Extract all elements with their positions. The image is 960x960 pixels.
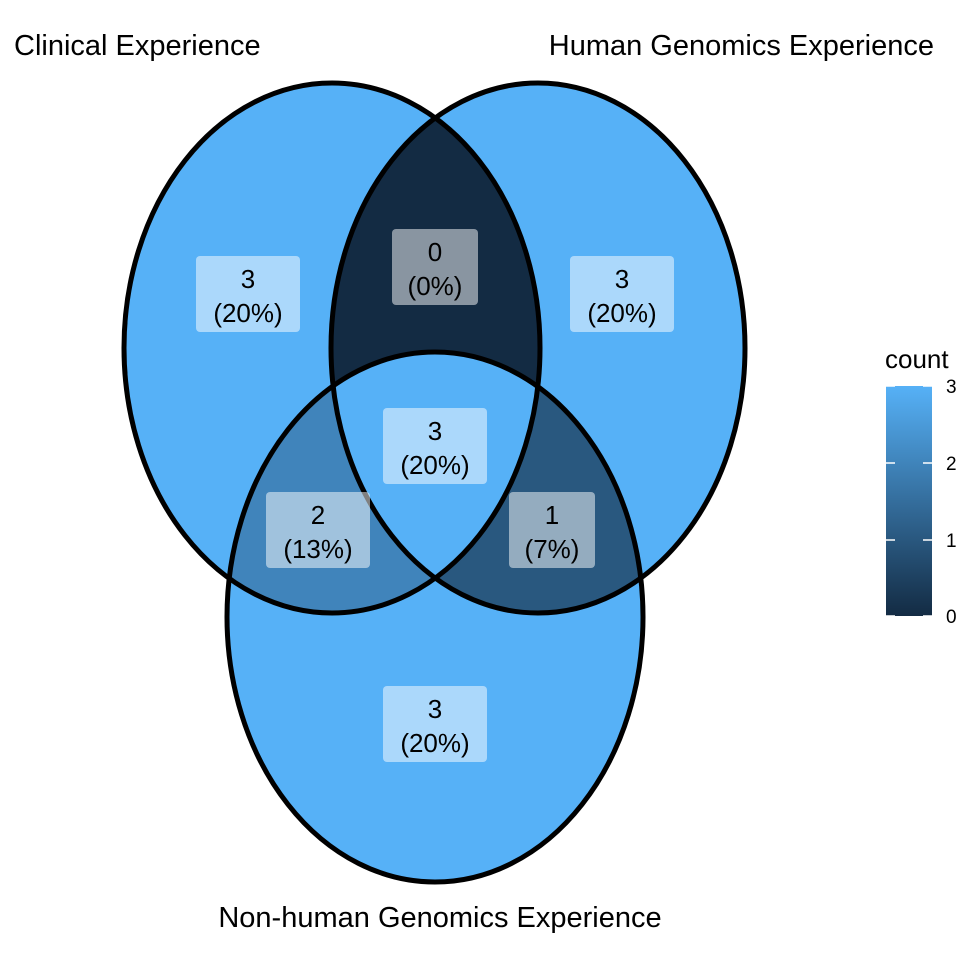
- region-percent: (20%): [213, 298, 282, 328]
- region-percent: (20%): [587, 298, 656, 328]
- legend-tick-0: 0: [946, 607, 957, 628]
- region-count: 3: [615, 264, 629, 294]
- region-label-clinical-human: 0 (0%): [392, 229, 478, 305]
- legend-tick-2: 2: [946, 454, 957, 475]
- region-label-clinical-nonhuman: 2 (13%): [266, 492, 370, 568]
- region-count: 3: [428, 416, 442, 446]
- legend-title: count: [885, 344, 949, 374]
- legend-tick-1: 1: [946, 531, 957, 552]
- region-label-clinical-only: 3 (20%): [196, 256, 300, 332]
- set-label-nonhuman: Non-human Genomics Experience: [218, 902, 661, 934]
- human-circle-outline: [328, 80, 748, 616]
- region-count: 3: [428, 694, 442, 724]
- region-count: 2: [311, 500, 325, 530]
- region-label-human-nonhuman: 1 (7%): [509, 492, 595, 568]
- region-percent: (0%): [408, 271, 463, 301]
- region-label-human-only: 3 (20%): [570, 256, 674, 332]
- region-count: 1: [545, 500, 559, 530]
- region-percent: (20%): [400, 728, 469, 758]
- nonhuman-circle-outline: [224, 349, 646, 885]
- region-percent: (13%): [283, 534, 352, 564]
- region-fill-human-nonhuman: [331, 352, 643, 613]
- region-count: 3: [241, 264, 255, 294]
- set-label-clinical: Clinical Experience: [14, 30, 261, 62]
- legend-tick-3: 3: [946, 377, 957, 398]
- region-label-nonhuman-only: 3 (20%): [383, 686, 487, 762]
- region-percent: (7%): [525, 534, 580, 564]
- legend-colorbar: [886, 386, 932, 616]
- clinical-circle-outline: [121, 80, 543, 616]
- region-percent: (20%): [400, 450, 469, 480]
- region-label-all-three: 3 (20%): [383, 408, 487, 484]
- region-count: 0: [428, 237, 442, 267]
- color-legend: count 3 2 1 0: [885, 344, 957, 628]
- set-label-human: Human Genomics Experience: [549, 30, 934, 62]
